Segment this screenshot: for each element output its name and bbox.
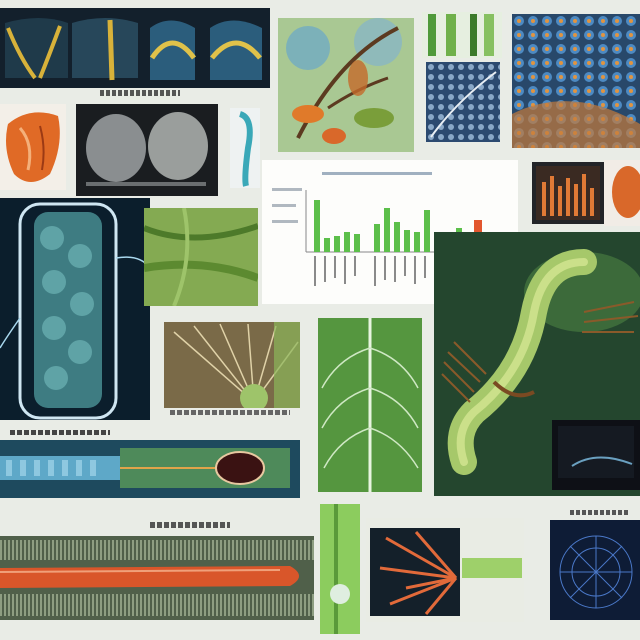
veined-leaf-image — [318, 318, 422, 492]
blue-tissue-strip — [0, 440, 300, 498]
green-stems-thumb — [422, 12, 502, 58]
elongated-stem-section — [0, 536, 314, 620]
leaf-canopy-painting — [278, 18, 414, 152]
branched-structure-image — [366, 518, 524, 622]
green-leaf-tissue — [144, 208, 258, 306]
stem-cross-section — [0, 198, 150, 420]
root-fan-image — [164, 322, 300, 408]
caption-smudge — [150, 522, 230, 528]
caption-smudge — [570, 510, 630, 515]
green-cylinder-image — [320, 504, 360, 634]
bar-chart-figure — [262, 160, 518, 304]
grey-specimen-panel — [76, 104, 218, 196]
blue-mesh-thumb — [426, 62, 500, 142]
caption-smudge — [170, 410, 290, 415]
caption-smudge — [10, 430, 110, 435]
orange-columns-panel — [532, 162, 604, 224]
vascular-bundles-illustration — [0, 8, 270, 88]
colorful-tissue-panel — [512, 14, 640, 148]
vascular-bundles-strip — [0, 8, 270, 88]
cyan-cell-figure — [230, 108, 260, 188]
blue-network-image — [550, 520, 640, 620]
orange-lobe-thumb — [604, 160, 640, 226]
orange-organ-image — [0, 104, 66, 190]
dark-specimen-panel — [552, 420, 640, 490]
caption-smudge — [100, 90, 180, 96]
